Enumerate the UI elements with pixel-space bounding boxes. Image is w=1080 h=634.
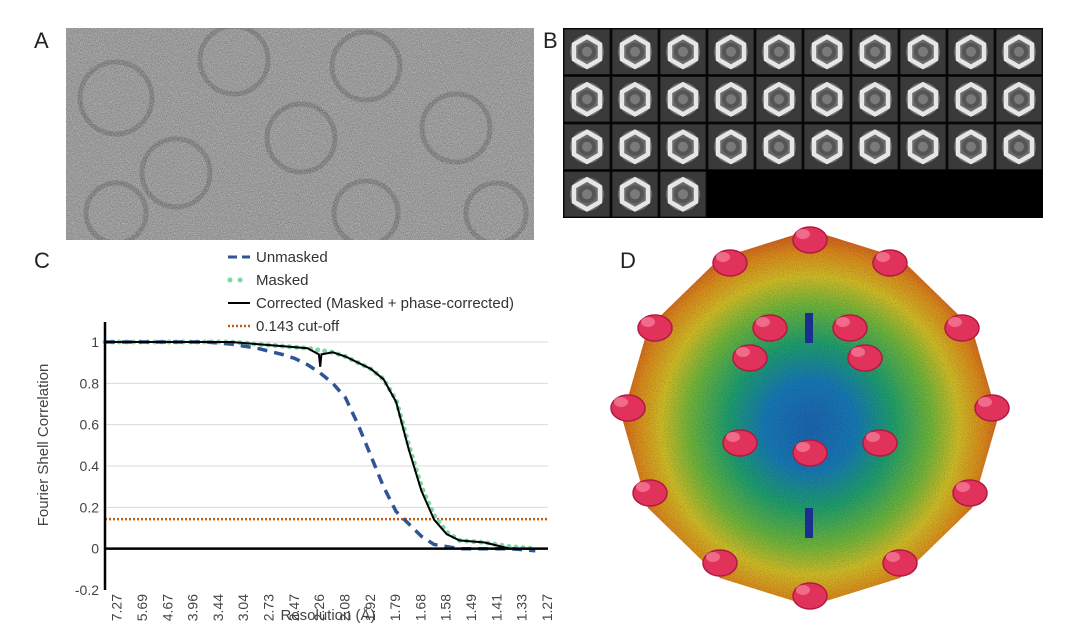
masked-curve xyxy=(102,339,538,552)
y-tick-label: 1 xyxy=(91,334,99,350)
y-tick-label: 0.6 xyxy=(80,417,100,433)
legend-masked: Masked xyxy=(256,272,309,289)
class-average-cell xyxy=(659,171,707,218)
y-tick-label: 0.8 xyxy=(80,375,100,391)
surface-spike xyxy=(847,344,883,372)
legend-unmasked: Unmasked xyxy=(256,249,328,266)
class-average-cell xyxy=(563,28,611,75)
class-average-cell xyxy=(659,76,707,123)
x-tick-label: 3.04 xyxy=(235,594,251,621)
class-average-cell xyxy=(851,123,899,170)
surface-spike xyxy=(952,479,988,507)
class-average-cell xyxy=(899,123,947,170)
surface-spike xyxy=(944,314,980,342)
surface-spike xyxy=(792,439,828,467)
class-average-cell xyxy=(995,28,1043,75)
x-tick-label: 1.41 xyxy=(488,594,504,621)
x-tick-label: 3.96 xyxy=(185,594,201,621)
class-average-cell xyxy=(803,123,851,170)
fsc-chart: 1 0.8 0.6 0.4 0.2 0 -0.2 7.27 5.69 4.67 3.96 3.44 3.… xyxy=(35,249,555,624)
x-tick-label: 1.33 xyxy=(514,594,530,621)
class-average-cell xyxy=(707,76,755,123)
surface-spike xyxy=(792,226,828,254)
x-tick-label: 2.08 xyxy=(336,594,352,621)
surface-spike xyxy=(722,429,758,457)
surface-spike xyxy=(732,344,768,372)
y-axis-title: Fourier Shell Correlation xyxy=(35,364,52,527)
x-tick-label: 2.47 xyxy=(286,594,302,621)
x-tick-label: 5.69 xyxy=(134,594,150,621)
class-average-cell xyxy=(611,123,659,170)
x-tick-label: 7.27 xyxy=(109,594,125,621)
y-tick-label: 0 xyxy=(91,541,99,557)
x-tick-label: 2.73 xyxy=(261,594,277,621)
x-tick-label: 4.67 xyxy=(159,594,175,621)
x-tick-label: 1.49 xyxy=(463,594,479,621)
surface-spike xyxy=(974,394,1010,422)
x-tick-label: 1.79 xyxy=(387,594,403,621)
class-average-cell xyxy=(803,28,851,75)
y-tick-label: -0.2 xyxy=(75,582,99,598)
surface-spike xyxy=(862,429,898,457)
density-map xyxy=(610,226,1010,610)
panel-label-d: D xyxy=(620,248,636,273)
x-tick-label: 3.44 xyxy=(210,594,226,621)
panel-label-c: C xyxy=(34,248,50,273)
corrected-curve xyxy=(105,341,536,550)
surface-spike xyxy=(752,314,788,342)
class-average-cell xyxy=(659,123,707,170)
class-average-cell xyxy=(611,28,659,75)
unmasked-curve xyxy=(105,340,536,553)
class-average-cell xyxy=(707,28,755,75)
surface-spike xyxy=(832,314,868,342)
class-average-gallery xyxy=(563,28,1043,218)
surface-spike xyxy=(712,249,748,277)
x-axis-title: Resolution (Å) xyxy=(280,607,375,624)
surface-spike xyxy=(872,249,908,277)
class-average-cell xyxy=(947,123,995,170)
class-average-cell xyxy=(995,123,1043,170)
surface-spike xyxy=(637,314,673,342)
legend-cutoff: 0.143 cut-off xyxy=(256,318,340,335)
x-tick-label: 1.58 xyxy=(438,594,454,621)
class-average-cell xyxy=(563,123,611,170)
y-tick-label: 0.4 xyxy=(80,458,100,474)
surface-spike xyxy=(702,549,738,577)
class-average-cell xyxy=(563,76,611,123)
class-average-cell xyxy=(851,28,899,75)
surface-spike xyxy=(610,394,646,422)
class-average-cell xyxy=(707,123,755,170)
x-tick-label: 1.92 xyxy=(362,594,378,621)
class-average-cell xyxy=(947,28,995,75)
x-tick-label: 2.26 xyxy=(311,594,327,621)
class-average-cell xyxy=(947,76,995,123)
y-tick-label: 0.2 xyxy=(80,499,100,515)
legend-corrected: Corrected (Masked + phase-corrected) xyxy=(256,295,514,312)
class-average-cell xyxy=(611,171,659,218)
micrograph-image xyxy=(66,28,534,240)
panel-label-a: A xyxy=(34,28,49,53)
class-average-cell xyxy=(755,76,803,123)
class-average-cell xyxy=(995,76,1043,123)
class-average-cell xyxy=(611,76,659,123)
class-average-cell xyxy=(899,76,947,123)
x-tick-label: 1.27 xyxy=(539,594,555,621)
class-average-cell xyxy=(755,123,803,170)
panel-label-b: B xyxy=(543,28,558,53)
class-average-cell xyxy=(899,28,947,75)
surface-spike xyxy=(792,582,828,610)
surface-spike xyxy=(632,479,668,507)
x-tick-label: 1.68 xyxy=(412,594,428,621)
class-average-cell xyxy=(755,28,803,75)
class-average-cell xyxy=(563,171,611,218)
class-average-cell xyxy=(659,28,707,75)
class-average-cell xyxy=(851,76,899,123)
surface-spike xyxy=(882,549,918,577)
class-average-cell xyxy=(803,76,851,123)
